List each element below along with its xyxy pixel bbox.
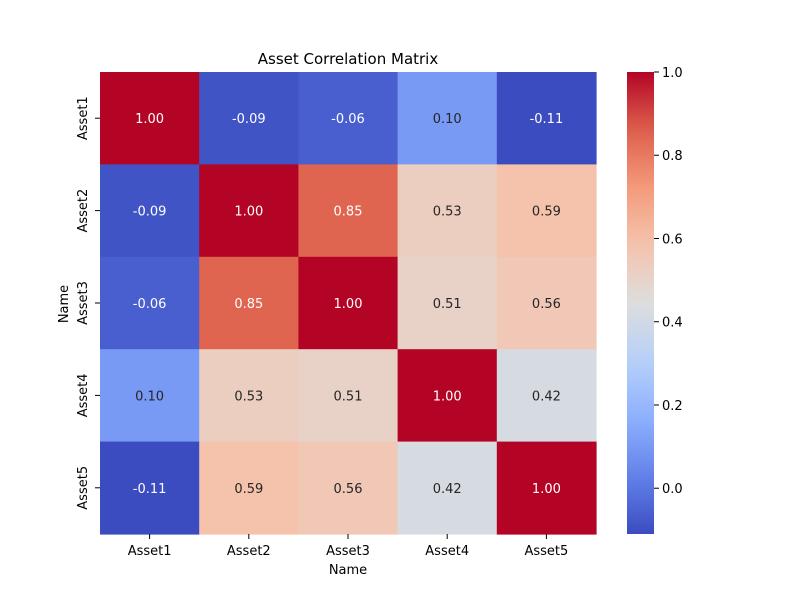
cell-value-label: -0.06 — [133, 297, 167, 312]
cell-value-label: 0.53 — [234, 389, 263, 404]
cell-value-label: 0.10 — [135, 389, 164, 404]
x-tick-label: Asset5 — [524, 544, 568, 559]
heatmap-cell-labels: 1.00 -0.09 -0.06 0.10 -0.11 -0.09 1.00 0.85 0.53… — [133, 112, 563, 497]
y-axis-label: Name — [57, 285, 72, 323]
heatmap-cell — [100, 72, 200, 165]
cell-value-label: 0.42 — [532, 389, 561, 404]
chart-title: Asset Correlation Matrix — [258, 50, 439, 68]
heatmap-cell — [496, 164, 597, 258]
cell-value-label: 0.59 — [532, 205, 561, 220]
x-tick-label: Asset3 — [326, 544, 370, 559]
x-tick-label: Asset2 — [227, 544, 271, 559]
colorbar-tick-label: 0.8 — [662, 149, 683, 164]
colorbar-tick-label: 0.0 — [662, 482, 683, 497]
heatmap-cell — [100, 441, 200, 535]
y-tick-label: Asset4 — [76, 373, 91, 417]
x-axis-label: Name — [329, 563, 367, 578]
x-tick-label: Asset1 — [128, 544, 172, 559]
heatmap-cell — [496, 349, 597, 443]
cell-value-label: 0.10 — [433, 112, 462, 127]
cell-value-label: 1.00 — [334, 297, 363, 312]
cell-value-label: -0.11 — [530, 112, 564, 127]
x-axis-ticks: Asset1 Asset2 Asset3 Asset4 Asset5 — [128, 534, 568, 559]
heatmap-cell — [496, 256, 597, 350]
heatmap-cell — [100, 164, 200, 258]
heatmap-cell — [298, 256, 399, 350]
heatmap-cell — [199, 349, 299, 443]
heatmap-cell — [397, 349, 498, 443]
heatmap-cell — [100, 256, 200, 350]
y-tick-label: Asset5 — [76, 466, 91, 510]
cell-value-label: -0.06 — [331, 112, 365, 127]
y-axis-ticks: Asset1 Asset2 Asset3 Asset4 Asset5 — [76, 96, 100, 510]
heatmap-cell — [397, 164, 498, 258]
cell-value-label: 0.59 — [234, 482, 263, 497]
y-tick-label: Asset2 — [76, 189, 91, 233]
heatmap-cell — [199, 72, 299, 165]
heatmap-cell — [100, 349, 200, 443]
heatmap-cell — [397, 441, 498, 535]
y-tick-label: Asset1 — [76, 96, 91, 140]
cell-value-label: 1.00 — [433, 389, 462, 404]
heatmap-cell — [397, 72, 498, 165]
cell-value-label: 1.00 — [234, 205, 263, 220]
colorbar-tick-label: 0.2 — [662, 399, 683, 414]
cell-value-label: -0.09 — [232, 112, 266, 127]
heatmap-cells — [100, 72, 597, 535]
heatmap-cell — [199, 256, 299, 350]
heatmap-cell — [298, 72, 399, 165]
heatmap-cell — [298, 349, 399, 443]
heatmap-cell — [199, 164, 299, 258]
y-tick-label: Asset3 — [76, 281, 91, 325]
heatmap-cell — [496, 72, 597, 165]
cell-value-label: 0.56 — [334, 482, 363, 497]
heatmap-cell — [496, 441, 597, 535]
colorbar-ticks: 0.0 0.2 0.4 0.6 0.8 1.0 — [654, 66, 683, 497]
cell-value-label: 0.51 — [433, 297, 462, 312]
cell-value-label: 0.56 — [532, 297, 561, 312]
cell-value-label: 0.85 — [234, 297, 263, 312]
heatmap-cell — [298, 164, 399, 258]
x-tick-label: Asset4 — [425, 544, 469, 559]
colorbar — [627, 72, 654, 534]
cell-value-label: 0.51 — [334, 389, 363, 404]
cell-value-label: 0.42 — [433, 482, 462, 497]
colorbar-tick-label: 0.6 — [662, 232, 683, 247]
cell-value-label: 0.85 — [334, 205, 363, 220]
cell-value-label: 0.53 — [433, 205, 462, 220]
colorbar-tick-label: 0.4 — [662, 316, 683, 331]
cell-value-label: 1.00 — [532, 482, 561, 497]
cell-value-label: 1.00 — [135, 112, 164, 127]
heatmap-cell — [397, 256, 498, 350]
heatmap-cell — [298, 441, 399, 535]
heatmap-cell — [199, 441, 299, 535]
cell-value-label: -0.09 — [133, 205, 167, 220]
cell-value-label: -0.11 — [133, 482, 167, 497]
colorbar-tick-label: 1.0 — [662, 66, 683, 81]
